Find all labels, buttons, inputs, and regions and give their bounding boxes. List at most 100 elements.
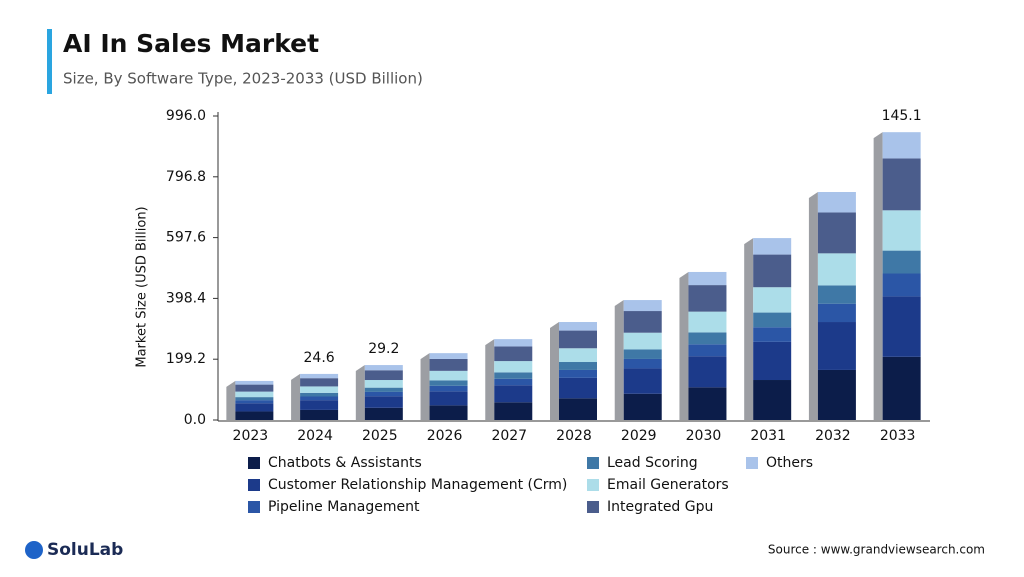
annotation: 145.1 xyxy=(882,108,922,124)
legend-label: Customer Relationship Management (Crm) xyxy=(268,477,567,493)
y-tick-label: 199.2 xyxy=(166,351,206,367)
bar-segment xyxy=(364,380,403,388)
bar-segment xyxy=(494,361,533,373)
y-tick-label: 597.6 xyxy=(166,230,206,246)
bar-segment xyxy=(364,387,403,392)
bar-segment xyxy=(364,391,403,397)
bar-segment xyxy=(817,322,856,370)
bar-segment xyxy=(364,365,403,371)
bar-segment xyxy=(300,400,339,410)
legend-label: Others xyxy=(766,455,813,471)
bar-segment xyxy=(300,392,339,397)
bar-segment xyxy=(429,353,468,359)
bar-segment xyxy=(623,358,662,369)
bar-segment xyxy=(494,339,533,347)
y-tick-label: 996.0 xyxy=(166,108,206,124)
bar-segment xyxy=(688,271,727,286)
bar-segment xyxy=(753,287,792,313)
bar-segment xyxy=(559,369,597,378)
bar-segment xyxy=(688,285,727,312)
bar-segment xyxy=(688,311,727,333)
bar-segment xyxy=(235,391,274,398)
bar-side xyxy=(679,271,689,420)
bar-side xyxy=(485,339,495,420)
bar-segment xyxy=(882,158,921,211)
bar-segment xyxy=(882,356,921,420)
bar-segment xyxy=(559,330,597,349)
y-tick-label: 796.8 xyxy=(166,169,206,185)
bar-segment xyxy=(688,356,727,388)
bar-side xyxy=(873,132,883,421)
chart-subtitle: Size, By Software Type, 2023-2033 (USD B… xyxy=(63,70,423,88)
bar-side xyxy=(291,373,301,420)
bar-segment xyxy=(753,254,792,288)
bar-side xyxy=(614,300,624,420)
bar-segment xyxy=(429,405,468,420)
bar-side xyxy=(355,365,365,420)
bar-side xyxy=(808,192,818,420)
y-tick-label: 398.4 xyxy=(166,290,206,306)
bar-segment xyxy=(623,332,662,350)
x-tick-label: 2027 xyxy=(491,428,527,444)
x-tick-label: 2026 xyxy=(427,428,463,444)
bar-segment xyxy=(623,368,662,394)
bar-segment xyxy=(688,344,727,357)
legend-swatch xyxy=(248,501,260,513)
legend-label: Lead Scoring xyxy=(607,455,698,471)
bar-segment xyxy=(817,192,856,213)
bar-segment xyxy=(753,327,792,342)
bar-segment xyxy=(235,380,274,385)
legend-swatch xyxy=(587,479,599,491)
legend-swatch xyxy=(248,457,260,469)
bar-segment xyxy=(882,250,921,274)
bar-segment xyxy=(753,312,792,328)
bar-segment xyxy=(559,322,597,331)
bar-segment xyxy=(429,380,468,386)
bar-segment xyxy=(235,403,274,412)
bar-segment xyxy=(817,369,856,420)
logo-icon xyxy=(25,541,43,559)
annotation: 29.2 xyxy=(368,341,399,357)
bar-segment xyxy=(623,300,662,312)
bar-segment xyxy=(364,370,403,381)
y-tick-label: 0.0 xyxy=(184,412,206,428)
bar-segment xyxy=(300,373,339,379)
bar-segment xyxy=(235,411,274,420)
bar-segment xyxy=(429,391,468,406)
bar-segment xyxy=(623,393,662,420)
bar-segment xyxy=(817,253,856,286)
bar-segment xyxy=(300,409,339,420)
bar-segment xyxy=(559,362,597,370)
bar-segment xyxy=(494,346,533,362)
bar-segment xyxy=(882,210,921,251)
bar-segment xyxy=(623,311,662,333)
legend-swatch xyxy=(746,457,758,469)
bar-segment xyxy=(559,377,597,399)
bar-segment xyxy=(559,398,597,420)
x-tick-label: 2028 xyxy=(556,428,592,444)
x-tick-label: 2025 xyxy=(362,428,398,444)
x-tick-label: 2029 xyxy=(621,428,657,444)
bar-side xyxy=(226,380,236,420)
bar-segment xyxy=(494,378,533,386)
y-axis-label: Market Size (USD Billion) xyxy=(135,206,150,367)
bar-side xyxy=(550,322,559,420)
chart-title: AI In Sales Market xyxy=(63,29,319,58)
bar-segment xyxy=(300,378,339,387)
bar-side xyxy=(420,353,430,420)
bar-segment xyxy=(364,407,403,420)
bar-segment xyxy=(753,341,792,381)
bar-side xyxy=(744,238,754,420)
bar-segment xyxy=(753,238,792,255)
bar-segment xyxy=(300,396,339,401)
bar-segment xyxy=(623,349,662,359)
legend-swatch xyxy=(587,457,599,469)
bar-segment xyxy=(235,400,274,404)
bar-segment xyxy=(688,387,727,420)
bar-segment xyxy=(235,397,274,401)
x-tick-label: 2023 xyxy=(233,428,269,444)
x-tick-label: 2024 xyxy=(297,428,333,444)
x-tick-label: 2033 xyxy=(880,428,916,444)
bar-segment xyxy=(882,296,921,357)
